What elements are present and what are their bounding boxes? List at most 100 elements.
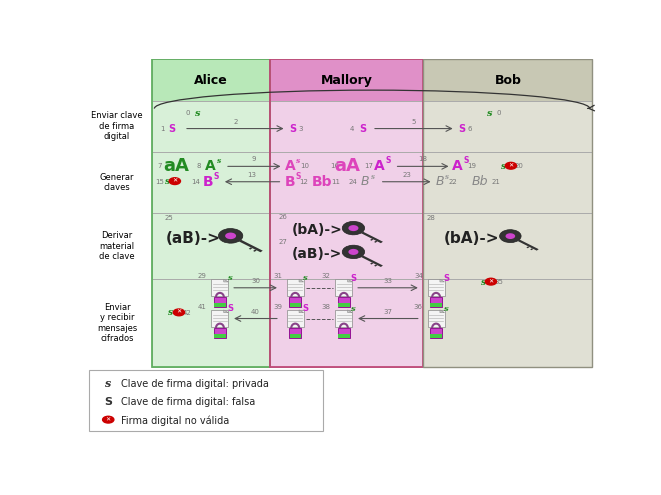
Bar	[338, 303, 350, 307]
Text: A: A	[206, 159, 216, 173]
Bar	[430, 297, 442, 307]
Bar	[361, 232, 383, 243]
Text: s: s	[371, 173, 375, 181]
Text: S: S	[458, 124, 465, 134]
Text: ✕: ✕	[176, 310, 182, 315]
Text: 31: 31	[273, 273, 282, 279]
Text: Clave de firma digital: privada: Clave de firma digital: privada	[121, 379, 269, 389]
Bar	[338, 297, 350, 307]
Polygon shape	[224, 310, 228, 313]
Text: Bob: Bob	[494, 74, 522, 87]
Text: s: s	[444, 305, 448, 313]
Bar	[530, 248, 533, 250]
Text: s: s	[168, 308, 173, 317]
Text: S: S	[359, 124, 366, 134]
Text: s: s	[105, 378, 111, 389]
Text: 38: 38	[322, 304, 330, 310]
Bar	[428, 310, 445, 327]
Circle shape	[102, 416, 114, 423]
Polygon shape	[440, 310, 445, 313]
Text: 29: 29	[198, 273, 207, 279]
Text: s: s	[227, 274, 232, 282]
Text: s: s	[303, 274, 307, 282]
Text: 39: 39	[273, 304, 282, 310]
Text: S: S	[213, 172, 219, 181]
Text: s: s	[165, 177, 170, 186]
Text: 24: 24	[349, 179, 358, 185]
Text: (aB)->: (aB)->	[292, 247, 342, 261]
Bar	[430, 328, 442, 338]
Text: S: S	[289, 124, 296, 134]
Circle shape	[348, 225, 358, 231]
Text: s: s	[352, 305, 356, 313]
Bar	[374, 264, 377, 266]
Bar	[361, 255, 383, 267]
Text: S: S	[302, 304, 308, 313]
Bar	[526, 247, 529, 248]
Circle shape	[173, 309, 184, 316]
Bar	[249, 248, 253, 249]
Text: 12: 12	[299, 179, 308, 185]
Text: Clave de firma digital: falsa: Clave de firma digital: falsa	[121, 397, 255, 407]
Text: 17: 17	[364, 163, 373, 169]
Text: 10: 10	[301, 163, 309, 169]
Text: 20: 20	[514, 163, 523, 169]
Polygon shape	[299, 310, 303, 313]
Text: 21: 21	[491, 179, 500, 185]
Text: S: S	[295, 172, 301, 181]
Bar	[89, 370, 323, 431]
Bar	[290, 303, 301, 307]
Circle shape	[506, 233, 515, 239]
Text: S: S	[385, 156, 391, 165]
Bar	[423, 59, 592, 101]
Text: 8: 8	[197, 163, 201, 169]
Text: s: s	[296, 157, 300, 165]
Text: ✕: ✕	[508, 163, 514, 168]
Polygon shape	[224, 279, 228, 282]
Text: 36: 36	[414, 304, 423, 310]
Text: Firma digital no válida: Firma digital no válida	[121, 415, 229, 426]
Text: 5: 5	[412, 119, 416, 125]
Text: Mallory: Mallory	[321, 74, 372, 87]
Text: S: S	[169, 124, 176, 134]
Bar	[335, 279, 352, 296]
Text: s: s	[501, 162, 506, 171]
Text: S: S	[463, 156, 469, 165]
Text: 23: 23	[402, 172, 411, 178]
Bar	[518, 240, 539, 250]
Text: S: S	[443, 274, 449, 283]
Text: 32: 32	[322, 273, 330, 279]
Text: 14: 14	[191, 179, 200, 185]
Text: aA: aA	[334, 157, 360, 175]
Text: 40: 40	[251, 308, 260, 314]
Bar	[423, 101, 592, 367]
Text: 18: 18	[418, 156, 428, 162]
Text: S: S	[227, 304, 233, 313]
Bar	[289, 297, 301, 307]
Text: 35: 35	[494, 279, 503, 285]
Bar	[152, 59, 270, 367]
Text: Derivar
material
de clave: Derivar material de clave	[99, 231, 135, 261]
Text: 34: 34	[414, 273, 423, 279]
Circle shape	[500, 230, 521, 243]
Text: A: A	[374, 159, 385, 173]
Circle shape	[348, 249, 358, 255]
Text: Bb: Bb	[471, 175, 488, 188]
Text: ✕: ✕	[106, 417, 111, 422]
Bar	[287, 279, 303, 296]
Text: s: s	[217, 157, 221, 165]
Bar	[270, 59, 423, 101]
Bar	[239, 240, 263, 252]
Text: B: B	[436, 175, 444, 188]
Text: Enviar
y recibir
mensajes
cifrados: Enviar y recibir mensajes cifrados	[97, 303, 137, 343]
Text: S: S	[104, 397, 112, 407]
Text: ✕: ✕	[173, 179, 177, 184]
Text: 28: 28	[426, 215, 436, 221]
Text: 11: 11	[332, 179, 340, 185]
Text: 13: 13	[248, 172, 256, 178]
Bar	[374, 241, 377, 243]
Circle shape	[342, 245, 365, 258]
Bar	[212, 279, 228, 296]
Bar	[370, 262, 373, 264]
Bar	[370, 239, 373, 241]
